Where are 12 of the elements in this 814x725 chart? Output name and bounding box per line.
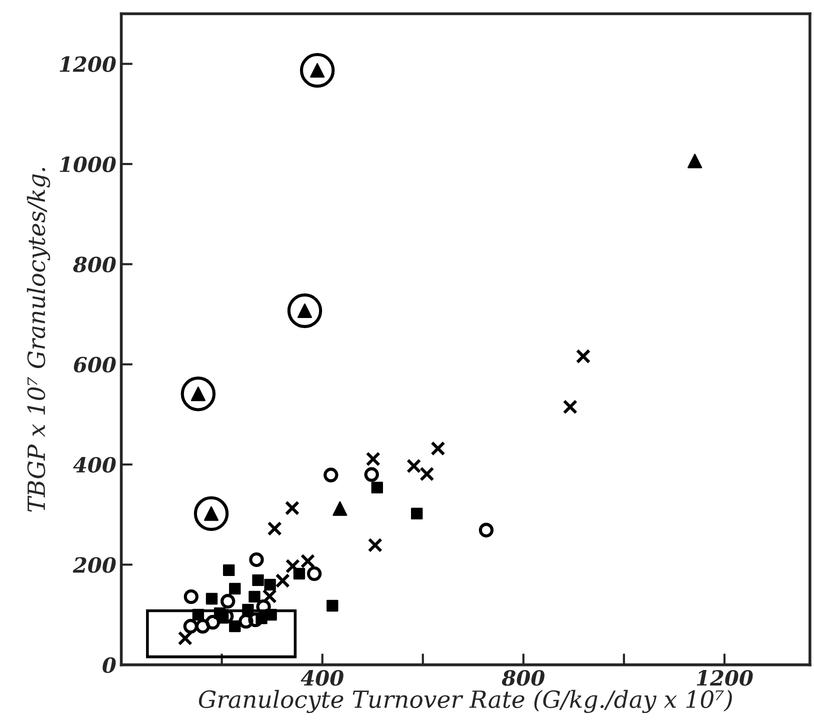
y-tick-label: 1200: [60, 56, 116, 72]
y-tick-label: 400: [73, 456, 116, 473]
y-tick-label: 800: [73, 256, 116, 272]
y-tick-label: 200: [72, 557, 116, 573]
x-tick-label: 1200: [696, 670, 753, 686]
x-axis-title: Granulocyte Turnover Rate (G/kg./day x 10⁷): [198, 690, 732, 714]
y-tick-label: 0: [102, 657, 116, 674]
x-tick-label: 800: [502, 670, 544, 686]
y-axis-title: TBGP x 10⁷ Granulocytes/kg.: [26, 168, 50, 512]
y-tick-label: 1000: [60, 156, 116, 172]
x-tick-label: 400: [300, 670, 344, 686]
y-tick-label: 600: [74, 356, 116, 373]
